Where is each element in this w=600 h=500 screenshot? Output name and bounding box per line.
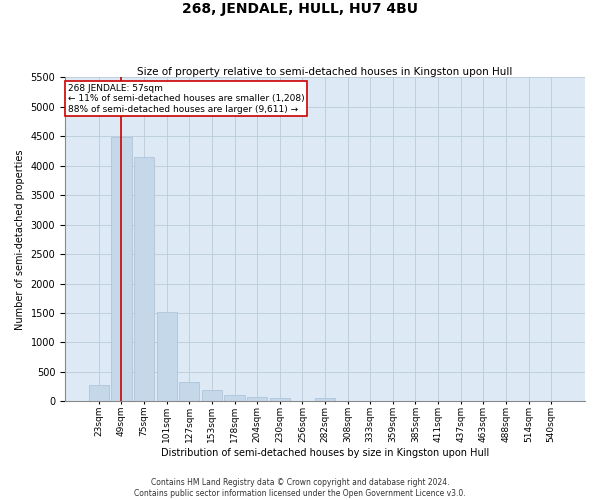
Bar xyxy=(111,138,131,402)
Bar xyxy=(134,157,154,402)
Bar xyxy=(247,396,268,402)
Text: Contains HM Land Registry data © Crown copyright and database right 2024.
Contai: Contains HM Land Registry data © Crown c… xyxy=(134,478,466,498)
Bar xyxy=(269,398,290,402)
Bar xyxy=(202,390,222,402)
Bar xyxy=(89,386,109,402)
Text: 268 JENDALE: 57sqm
← 11% of semi-detached houses are smaller (1,208)
88% of semi: 268 JENDALE: 57sqm ← 11% of semi-detache… xyxy=(68,84,304,114)
X-axis label: Distribution of semi-detached houses by size in Kingston upon Hull: Distribution of semi-detached houses by … xyxy=(161,448,489,458)
Text: 268, JENDALE, HULL, HU7 4BU: 268, JENDALE, HULL, HU7 4BU xyxy=(182,2,418,16)
Y-axis label: Number of semi-detached properties: Number of semi-detached properties xyxy=(15,149,25,330)
Bar xyxy=(315,398,335,402)
Bar xyxy=(157,312,177,402)
Bar xyxy=(179,382,199,402)
Bar xyxy=(224,395,245,402)
Title: Size of property relative to semi-detached houses in Kingston upon Hull: Size of property relative to semi-detach… xyxy=(137,66,513,76)
